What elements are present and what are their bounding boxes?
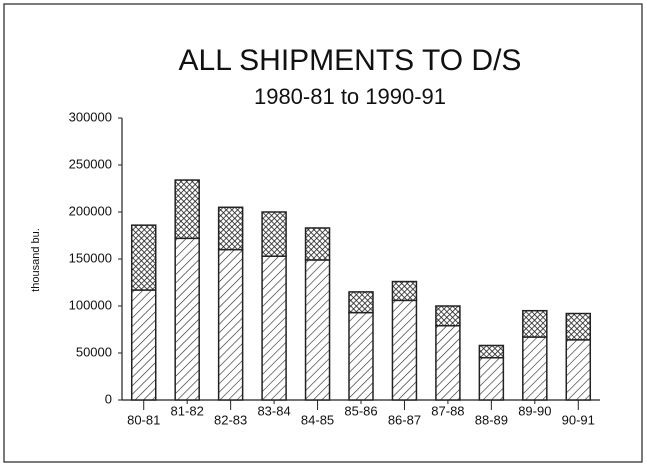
- x-tick-label: 82-83: [214, 412, 247, 427]
- chart-title: ALL SHIPMENTS TO D/S: [179, 44, 522, 77]
- bar-segment: [304, 259, 331, 401]
- x-tick-label: 87-88: [431, 403, 464, 418]
- bar-segment: [348, 291, 374, 314]
- bar-segment: [304, 227, 331, 261]
- x-tick-label: 86-87: [388, 412, 421, 427]
- x-tick-label: 85-86: [344, 403, 377, 418]
- y-axis-label: thousand bu.: [30, 228, 42, 292]
- bar-segment: [174, 237, 200, 401]
- y-tick-label: 150000: [69, 250, 112, 265]
- bar-segment: [174, 179, 200, 240]
- x-tick-label: 84-85: [301, 412, 334, 427]
- y-tick-label: 100000: [69, 297, 112, 312]
- y-tick-label: 300000: [69, 109, 112, 124]
- bar-segment: [130, 289, 157, 401]
- bar-segment: [478, 356, 505, 401]
- x-tick-label: 83-84: [257, 403, 290, 418]
- bar-segment: [217, 248, 244, 401]
- y-tick-label: 200000: [69, 203, 112, 218]
- bar-segment: [565, 339, 592, 401]
- bar-segment: [522, 309, 548, 338]
- bar-segment: [130, 224, 157, 291]
- bar-segment: [391, 299, 418, 401]
- y-tick-label: 250000: [69, 156, 112, 171]
- x-tick-label: 80-81: [127, 412, 160, 427]
- bar-segment: [261, 211, 287, 257]
- x-tick-label: 88-89: [475, 412, 508, 427]
- bar-segment: [478, 344, 505, 359]
- bar-segment: [435, 305, 461, 327]
- frame: [3, 3, 643, 463]
- bar-segment: [391, 280, 418, 302]
- bar-segment: [565, 312, 592, 341]
- chart-subtitle: 1980-81 to 1990-91: [254, 84, 446, 109]
- bar-segment: [435, 324, 461, 401]
- x-tick-label: 81-82: [171, 403, 204, 418]
- x-tick-label: 90-91: [562, 412, 595, 427]
- bar-segment: [348, 311, 374, 401]
- bar-segment: [217, 206, 244, 251]
- x-tick-label: 89-90: [518, 403, 551, 418]
- y-tick-label: 50000: [76, 344, 112, 359]
- y-tick-label: 0: [105, 391, 112, 406]
- bar-segment: [522, 336, 548, 401]
- bar-segment: [261, 255, 287, 401]
